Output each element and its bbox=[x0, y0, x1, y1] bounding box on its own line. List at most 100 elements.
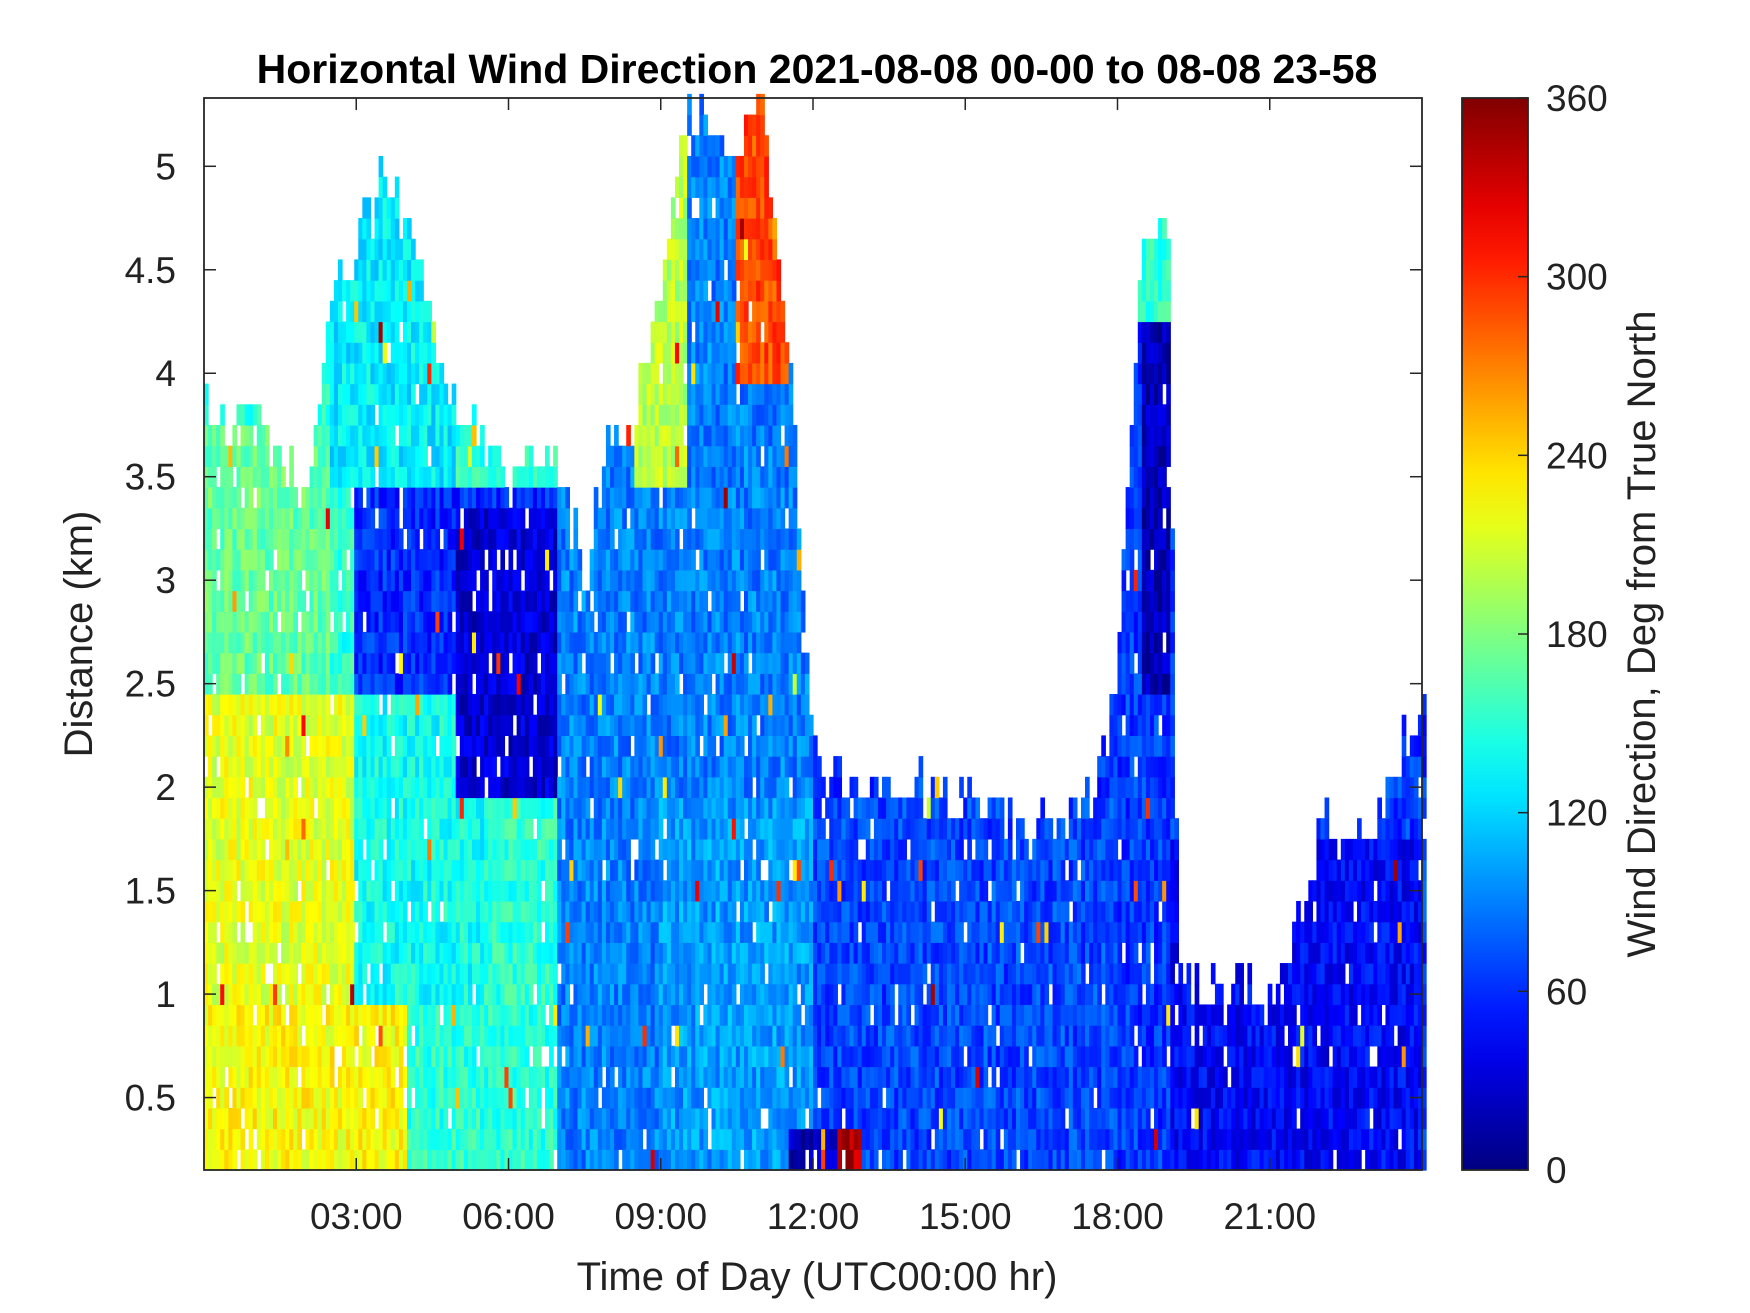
heatmap-cell bbox=[711, 135, 717, 157]
heatmap-cell bbox=[394, 880, 400, 902]
heatmap-cell bbox=[516, 838, 522, 861]
heatmap-cell bbox=[309, 590, 315, 612]
heatmap-cell bbox=[337, 507, 343, 530]
heatmap-cell bbox=[362, 1045, 367, 1068]
heatmap-cell bbox=[658, 631, 664, 654]
heatmap-cell bbox=[654, 383, 660, 405]
heatmap-cell bbox=[471, 797, 477, 819]
heatmap-cell bbox=[650, 1045, 656, 1068]
heatmap-cell bbox=[463, 1025, 469, 1047]
heatmap-cell bbox=[654, 487, 660, 509]
heatmap-cell bbox=[585, 652, 591, 674]
heatmap-cell bbox=[390, 259, 396, 281]
heatmap-cell bbox=[419, 983, 424, 1006]
heatmap-cell bbox=[508, 776, 514, 799]
heatmap-cell bbox=[654, 528, 660, 550]
heatmap-cell bbox=[309, 487, 315, 509]
heatmap-cell bbox=[451, 590, 457, 612]
heatmap-cell bbox=[386, 590, 392, 612]
heatmap-cell bbox=[484, 963, 489, 985]
heatmap-cell bbox=[650, 818, 656, 840]
heatmap-cell bbox=[467, 983, 473, 1006]
heatmap-cell bbox=[719, 590, 725, 612]
heatmap-cell bbox=[382, 280, 388, 302]
heatmap-cell bbox=[463, 549, 469, 571]
heatmap-cell bbox=[463, 776, 469, 799]
heatmap-cell bbox=[666, 694, 672, 716]
heatmap-cell bbox=[317, 942, 323, 964]
heatmap-cell bbox=[337, 714, 343, 736]
heatmap-cell bbox=[707, 507, 713, 530]
heatmap-cell bbox=[289, 735, 294, 757]
heatmap-cell bbox=[504, 900, 510, 923]
heatmap-cell bbox=[524, 1004, 530, 1026]
heatmap-cell bbox=[236, 487, 242, 509]
heatmap-cell bbox=[378, 631, 384, 654]
heatmap-cell bbox=[224, 942, 229, 964]
heatmap-cell bbox=[378, 569, 384, 592]
heatmap-cell bbox=[674, 590, 680, 612]
heatmap-cell bbox=[382, 424, 388, 447]
heatmap-cell bbox=[634, 735, 640, 757]
heatmap-cell bbox=[394, 797, 400, 819]
heatmap-cell bbox=[398, 694, 404, 716]
heatmap-cell bbox=[488, 1004, 493, 1026]
heatmap-cell bbox=[695, 1107, 700, 1130]
heatmap-cell bbox=[471, 756, 477, 778]
heatmap-cell bbox=[467, 1066, 473, 1088]
heatmap-cell bbox=[277, 1066, 282, 1088]
heatmap-cell bbox=[601, 1128, 607, 1150]
heatmap-cell bbox=[252, 735, 258, 757]
heatmap-cell bbox=[520, 963, 526, 985]
heatmap-cell bbox=[313, 549, 319, 571]
heatmap-cell bbox=[593, 694, 599, 716]
heatmap-cell bbox=[561, 1128, 566, 1150]
heatmap-cell bbox=[455, 1149, 461, 1171]
heatmap-cell bbox=[703, 756, 709, 778]
heatmap-cell bbox=[634, 797, 640, 819]
heatmap-cell bbox=[248, 569, 254, 592]
heatmap-cell bbox=[431, 921, 437, 943]
heatmap-cell bbox=[585, 673, 591, 695]
heatmap-cell bbox=[362, 362, 367, 385]
heatmap-cell bbox=[346, 590, 351, 612]
heatmap-cell bbox=[557, 1045, 562, 1068]
heatmap-cell bbox=[337, 880, 343, 902]
heatmap-cell bbox=[528, 507, 534, 530]
heatmap-cell bbox=[500, 756, 506, 778]
heatmap-cell bbox=[411, 466, 416, 488]
heatmap-cell bbox=[674, 238, 680, 261]
heatmap-cell bbox=[528, 714, 534, 736]
heatmap-cell bbox=[605, 921, 611, 943]
heatmap-cell bbox=[654, 300, 660, 323]
heatmap-cell bbox=[374, 963, 380, 985]
heatmap-cell bbox=[220, 942, 225, 964]
heatmap-cell bbox=[508, 859, 514, 881]
heatmap-cell bbox=[362, 673, 367, 695]
heatmap-cell bbox=[601, 1045, 607, 1068]
heatmap-cell bbox=[374, 1128, 380, 1150]
heatmap-cell bbox=[585, 880, 591, 902]
heatmap-cell bbox=[662, 549, 668, 571]
heatmap-cell bbox=[366, 818, 372, 840]
heatmap-cell bbox=[386, 445, 392, 467]
heatmap-cell bbox=[427, 942, 432, 964]
heatmap-cell bbox=[455, 673, 461, 695]
heatmap-cell bbox=[443, 1045, 449, 1068]
heatmap-cell bbox=[443, 756, 449, 778]
heatmap-cell bbox=[703, 383, 709, 405]
heatmap-cell bbox=[252, 507, 258, 530]
heatmap-cell bbox=[358, 942, 363, 964]
heatmap-cell bbox=[691, 1025, 696, 1047]
heatmap-cell bbox=[569, 714, 575, 736]
heatmap-cell bbox=[480, 756, 485, 778]
heatmap-cell bbox=[358, 859, 363, 881]
heatmap-cell bbox=[256, 963, 262, 985]
heatmap-cell bbox=[683, 321, 688, 343]
heatmap-cell bbox=[378, 155, 384, 178]
heatmap-cell bbox=[658, 321, 664, 343]
heatmap-cell bbox=[699, 921, 704, 943]
heatmap-cell bbox=[642, 1004, 648, 1026]
heatmap-cell bbox=[670, 549, 676, 571]
heatmap-cell bbox=[378, 197, 384, 219]
